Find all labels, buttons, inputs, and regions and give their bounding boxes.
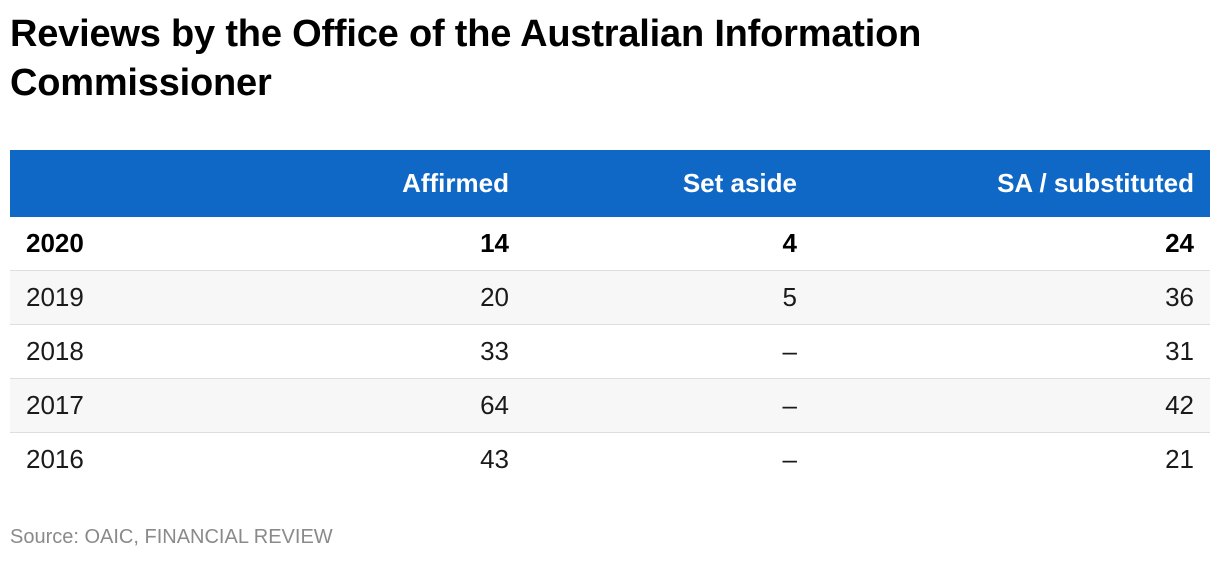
cell-year: 2018: [10, 324, 270, 379]
cell-affirmed: 43: [270, 432, 525, 486]
data-table: Affirmed Set aside SA / substituted 2020…: [10, 150, 1210, 486]
table-row: 2020 14 4 24: [10, 217, 1210, 271]
table-row: 2017 64–42: [10, 378, 1210, 433]
cell-affirmed: 33: [270, 324, 525, 379]
column-header-set-aside: Set aside: [525, 150, 813, 217]
table-body: 2020 14 4 24 2019 20 5 36 2018 33–31 2017 64–42 2016…: [10, 217, 1210, 486]
cell-set-aside: –: [525, 324, 813, 379]
column-header-year: [10, 150, 270, 217]
cell-year: 2020: [10, 217, 270, 271]
chart-title: Reviews by the Office of the Australian …: [10, 13, 922, 104]
cell-year: 2019: [10, 270, 270, 325]
cell-affirmed: 20: [270, 270, 525, 325]
cell-year: 2016: [10, 432, 270, 486]
data-table-container: Affirmed Set aside SA / substituted 2020…: [10, 150, 1210, 486]
cell-substituted: 36: [813, 270, 1210, 325]
cell-substituted: 21: [813, 432, 1210, 486]
cell-substituted: 24: [813, 217, 1210, 271]
cell-substituted: 42: [813, 378, 1210, 433]
cell-set-aside: 4: [525, 217, 813, 271]
cell-set-aside: –: [525, 378, 813, 433]
cell-affirmed: 14: [270, 217, 525, 271]
cell-affirmed: 64: [270, 378, 525, 433]
table-row: 2016 43–21: [10, 432, 1210, 486]
cell-substituted: 31: [813, 324, 1210, 379]
cell-year: 2017: [10, 378, 270, 433]
column-header-affirmed: Affirmed: [270, 150, 525, 217]
header-row: Affirmed Set aside SA / substituted: [10, 150, 1210, 217]
cell-set-aside: 5: [525, 270, 813, 325]
source-note: Source: OAIC, FINANCIAL REVIEW: [10, 526, 333, 548]
table-row: 2019 20 5 36: [10, 270, 1210, 325]
cell-set-aside: –: [525, 432, 813, 486]
table-row: 2018 33–31: [10, 324, 1210, 379]
table-header: Affirmed Set aside SA / substituted: [10, 150, 1210, 217]
column-header-substituted: SA / substituted: [813, 150, 1210, 217]
